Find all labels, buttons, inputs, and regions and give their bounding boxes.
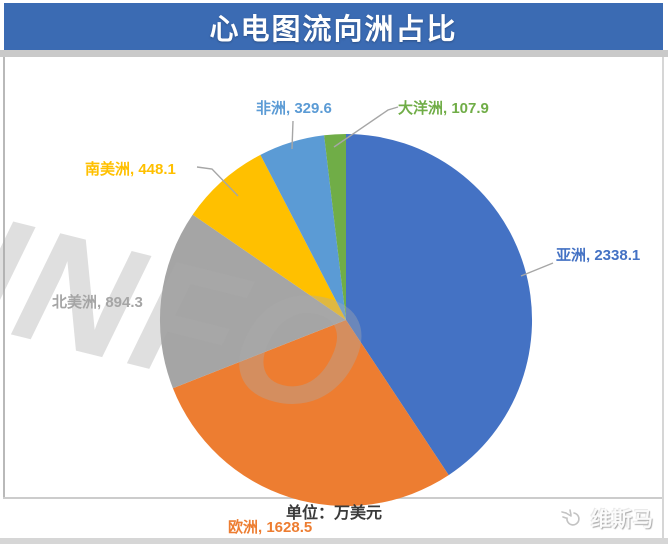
pie-slice-欧洲 (172, 320, 449, 507)
leader-line-africa (291, 120, 294, 150)
label-south-america: 南美洲, 448.1 (85, 161, 176, 178)
hand-logo-icon (561, 508, 580, 526)
pie-slice-北美洲 (159, 214, 346, 389)
title-bar-shadow (0, 50, 668, 57)
pie-slice-非洲 (260, 135, 346, 320)
brand-name: 维斯马 (591, 509, 654, 531)
title-bar: 心电图流向洲占比 (4, 3, 663, 50)
pie-slice-大洋洲 (324, 134, 346, 320)
page-title: 心电图流向洲占比 (209, 13, 458, 46)
bottom-divider (0, 538, 668, 544)
label-north-america: 北美洲, 894.3 (52, 294, 143, 311)
leader-line-asia (520, 262, 554, 277)
label-oceania: 大洋洲, 107.9 (398, 100, 489, 117)
leader-line-south-america (196, 166, 239, 197)
leader-line-oceania (333, 106, 399, 148)
unit-label: 单位：万美元 (285, 505, 382, 522)
brand-logo: 维斯马 (557, 503, 654, 532)
label-europe: 欧洲, 1628.5 (228, 519, 313, 536)
label-africa: 非洲, 329.6 (256, 100, 332, 117)
label-asia: 亚洲, 2338.1 (556, 247, 641, 264)
pie-slice-亚洲 (346, 134, 533, 476)
panel-border-left (3, 57, 5, 498)
pie-slice-南美洲 (192, 154, 346, 320)
panel-border-right (662, 57, 664, 538)
